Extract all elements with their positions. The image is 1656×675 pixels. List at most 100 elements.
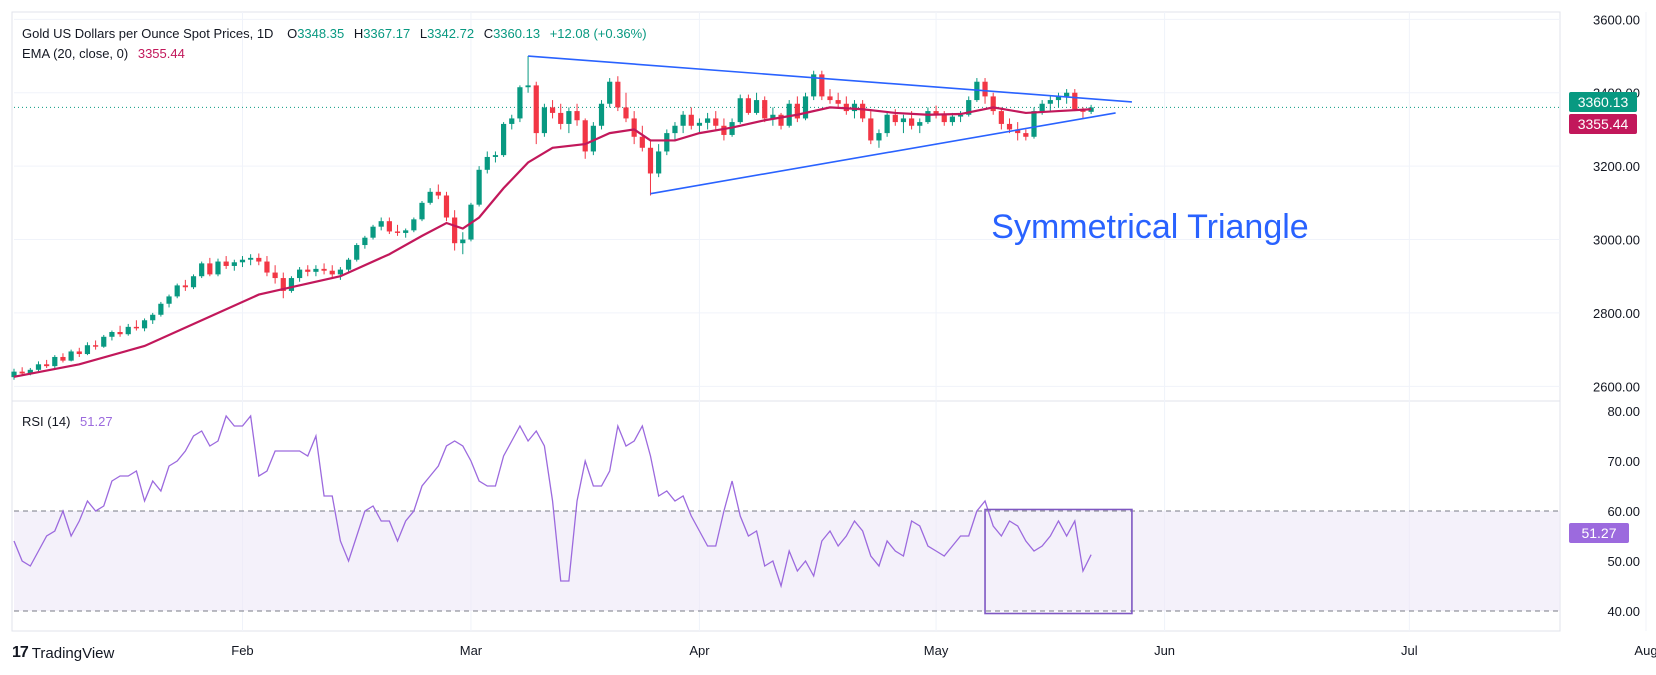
candle-body: [264, 261, 270, 273]
candle-body: [27, 369, 33, 374]
time-axis[interactable]: FebMarAprMayJunJulAugSep15: [231, 643, 1656, 658]
tradingview-brand[interactable]: 17 TradingView: [12, 644, 114, 662]
candle-body: [288, 278, 295, 291]
candle-body: [378, 221, 384, 227]
candle-body: [623, 107, 629, 119]
candle-body: [248, 257, 254, 260]
candle-body: [1023, 133, 1029, 137]
candle-body: [778, 114, 784, 126]
candle-body: [117, 332, 123, 335]
candle-body: [443, 195, 450, 218]
candle-body: [590, 125, 596, 152]
candle-body: [631, 118, 637, 137]
candle-body: [549, 107, 556, 113]
candle-body: [957, 114, 964, 117]
price-axis[interactable]: 2600.002800.003000.003200.003400.003600.…: [1593, 12, 1640, 394]
candle-body: [435, 191, 441, 196]
candle-body: [321, 268, 327, 271]
candle-body: [933, 111, 939, 115]
candle-body: [452, 217, 458, 244]
close-value: 3360.13: [493, 26, 540, 41]
candle-body: [190, 276, 197, 288]
price-tick-label: 2800.00: [1593, 306, 1640, 321]
candle-body: [998, 111, 1004, 124]
time-tick-label: Mar: [460, 643, 483, 658]
candle-body: [419, 202, 425, 220]
time-tick-label: Feb: [231, 643, 253, 658]
candle-body: [345, 259, 352, 270]
time-tick-label: May: [924, 643, 949, 658]
candle-body: [166, 296, 172, 304]
time-tick-label: Jun: [1154, 643, 1175, 658]
rsi-tick-label: 80.00: [1607, 404, 1640, 419]
candle-body: [476, 169, 482, 205]
candle-body: [76, 351, 82, 355]
candle-body: [84, 345, 91, 355]
candle-body: [297, 269, 303, 279]
candle-body: [819, 74, 825, 97]
open-value: 3348.35: [297, 26, 344, 41]
candle-body: [19, 371, 25, 374]
price-tick-label: 3600.00: [1593, 12, 1640, 27]
candle-body: [125, 326, 131, 335]
candle-body: [362, 237, 368, 246]
candle-body: [305, 269, 311, 272]
candle-body: [811, 74, 817, 97]
candle-body: [941, 114, 947, 123]
candle-body: [370, 226, 376, 238]
candle-body: [256, 257, 262, 262]
candle-body: [868, 118, 874, 141]
candle-body: [566, 111, 572, 124]
price-tick-label: 2600.00: [1593, 379, 1640, 394]
low-value: 3342.72: [427, 26, 474, 41]
candle-body: [158, 303, 164, 315]
rsi-axis[interactable]: 40.00 50.00 60.00 70.00 80.00: [1607, 404, 1640, 619]
rsi-tick-label: 70.00: [1607, 454, 1640, 469]
candle-body: [35, 364, 42, 370]
symbol-title: Gold US Dollars per Ounce Spot Prices, 1…: [22, 26, 273, 41]
candle-body: [753, 100, 760, 113]
candle-body: [93, 345, 99, 347]
price-panel[interactable]: [11, 11, 1561, 402]
candle-body: [215, 261, 221, 275]
candle-body: [484, 156, 490, 170]
candle-body: [884, 114, 890, 134]
candle-body: [1047, 100, 1053, 104]
candle-body: [509, 118, 515, 124]
candle-body: [664, 133, 670, 152]
candle-body: [11, 371, 17, 378]
time-tick-label: Jul: [1401, 643, 1418, 658]
candle-body: [851, 103, 858, 112]
ema-value: 3355.44: [138, 46, 185, 61]
candle-body: [949, 116, 955, 123]
candle-body: [141, 320, 148, 329]
candle-body: [354, 245, 360, 260]
candle-body: [721, 125, 727, 135]
candle-body: [501, 123, 507, 156]
candle-body: [966, 100, 972, 115]
candle-body: [403, 230, 409, 233]
candle-body: [533, 85, 539, 134]
candle-body: [68, 351, 74, 361]
candle-body: [607, 81, 613, 104]
rsi-line: [13, 414, 1092, 589]
candle-body: [835, 100, 841, 104]
candle-body: [794, 103, 800, 119]
time-tick-label: Apr: [689, 643, 710, 658]
candle-body: [280, 278, 286, 291]
candle-body: [680, 114, 686, 126]
time-tick-label: Aug: [1634, 643, 1656, 658]
candle-body: [770, 114, 776, 119]
candle-body: [272, 272, 278, 279]
candle-body: [598, 103, 605, 126]
svg-text:3355.44: 3355.44: [1578, 116, 1629, 132]
ema-line: [13, 106, 1092, 378]
high-value: 3367.17: [363, 26, 410, 41]
candle-body: [150, 314, 156, 321]
candle-body: [802, 96, 809, 119]
candle-body: [917, 122, 923, 126]
candle-body: [925, 111, 931, 123]
candle-body: [394, 231, 401, 233]
rsi-label: RSI (14): [22, 414, 70, 429]
